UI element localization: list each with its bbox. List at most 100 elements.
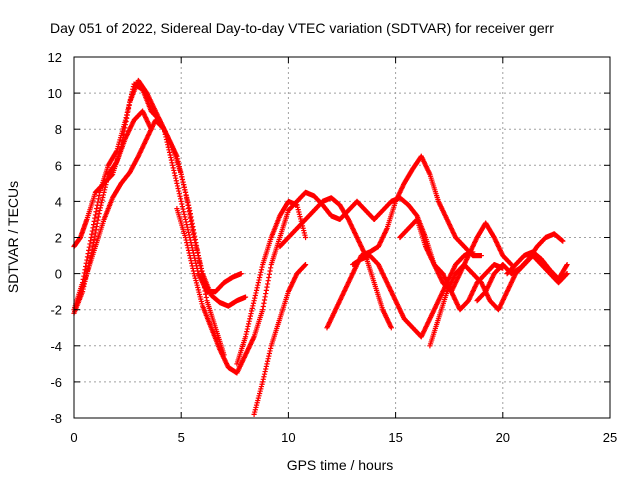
data-point <box>194 246 200 252</box>
data-point <box>250 303 256 309</box>
data-point <box>81 281 88 287</box>
data-point <box>198 269 205 275</box>
data-point <box>91 218 97 224</box>
data-point <box>162 129 168 135</box>
data-point <box>169 160 175 166</box>
data-point <box>258 267 265 273</box>
x-tick-label: 25 <box>603 430 617 445</box>
data-point <box>183 192 189 198</box>
data-point <box>242 294 249 300</box>
data-point <box>185 202 192 208</box>
data-point <box>88 234 94 241</box>
data-point <box>86 244 92 250</box>
data-point <box>83 276 89 282</box>
data-point <box>122 125 128 131</box>
data-point <box>86 263 92 269</box>
data-point <box>87 258 93 264</box>
data-point <box>173 178 179 184</box>
data-point <box>186 205 192 211</box>
data-point <box>87 241 93 247</box>
data-point <box>84 254 91 260</box>
data-point <box>80 286 86 292</box>
data-point <box>254 285 260 291</box>
data-point <box>122 122 129 128</box>
data-point <box>180 179 186 185</box>
data-point <box>176 188 182 194</box>
data-point <box>245 323 251 330</box>
data-point <box>186 250 192 256</box>
data-point <box>203 294 209 301</box>
data-point <box>103 182 109 188</box>
data-point <box>182 187 188 193</box>
data-point <box>247 313 254 319</box>
data-point <box>179 201 185 207</box>
data-point <box>264 361 270 367</box>
data-point <box>187 207 193 214</box>
data-point <box>262 294 268 300</box>
data-point <box>266 350 273 357</box>
data-point <box>83 273 89 279</box>
data-point <box>96 211 102 217</box>
y-tick-label: 8 <box>55 122 62 137</box>
y-tick-label: 6 <box>55 158 62 173</box>
data-point <box>179 174 185 180</box>
data-point <box>184 224 190 230</box>
data-point <box>89 249 95 255</box>
grid <box>74 57 610 418</box>
data-point <box>89 228 95 234</box>
data-point <box>85 251 91 257</box>
series-sat-i <box>324 153 484 331</box>
data-point <box>168 154 174 161</box>
data-point <box>93 227 99 233</box>
data-point <box>177 193 183 199</box>
y-tick-label: 2 <box>55 231 62 246</box>
data-point <box>244 326 250 332</box>
data-point <box>84 271 90 277</box>
data-point <box>184 240 190 246</box>
data-point <box>97 207 103 214</box>
x-tick-label: 10 <box>281 430 295 445</box>
data-point <box>171 170 178 176</box>
data-point <box>560 238 566 244</box>
data-point <box>98 200 105 206</box>
data-point <box>95 199 101 205</box>
data-point <box>196 256 202 262</box>
data-point <box>189 217 195 223</box>
data-point <box>564 261 570 268</box>
data-point <box>170 165 176 171</box>
data-point <box>101 189 107 195</box>
series-sat-k <box>371 195 506 313</box>
data-point <box>91 236 97 243</box>
data-point <box>165 142 171 148</box>
x-tick-label: 0 <box>70 430 77 445</box>
data-point <box>164 139 170 145</box>
data-point <box>193 240 199 246</box>
data-point <box>249 305 255 312</box>
data-point <box>102 184 108 190</box>
data-point <box>84 268 91 274</box>
data-point <box>92 212 99 218</box>
data-point <box>185 247 192 253</box>
data-point <box>388 325 394 331</box>
data-point <box>267 268 273 274</box>
data-point <box>260 376 266 382</box>
data-point <box>168 157 174 163</box>
data-point <box>257 274 263 281</box>
data-point <box>92 233 98 239</box>
data-point <box>172 173 178 179</box>
series-sat-g <box>251 261 309 417</box>
y-tick-label: 12 <box>48 50 62 65</box>
data-point <box>192 233 198 239</box>
data-point <box>250 300 257 306</box>
data-point <box>174 183 181 189</box>
data-point <box>256 277 262 283</box>
data-point <box>188 214 194 220</box>
data-point <box>82 278 88 284</box>
data-point <box>263 287 269 293</box>
data-point <box>185 227 191 233</box>
data-point <box>181 209 187 215</box>
data-point <box>187 211 193 217</box>
data-point <box>95 217 101 223</box>
data-point <box>126 102 132 108</box>
